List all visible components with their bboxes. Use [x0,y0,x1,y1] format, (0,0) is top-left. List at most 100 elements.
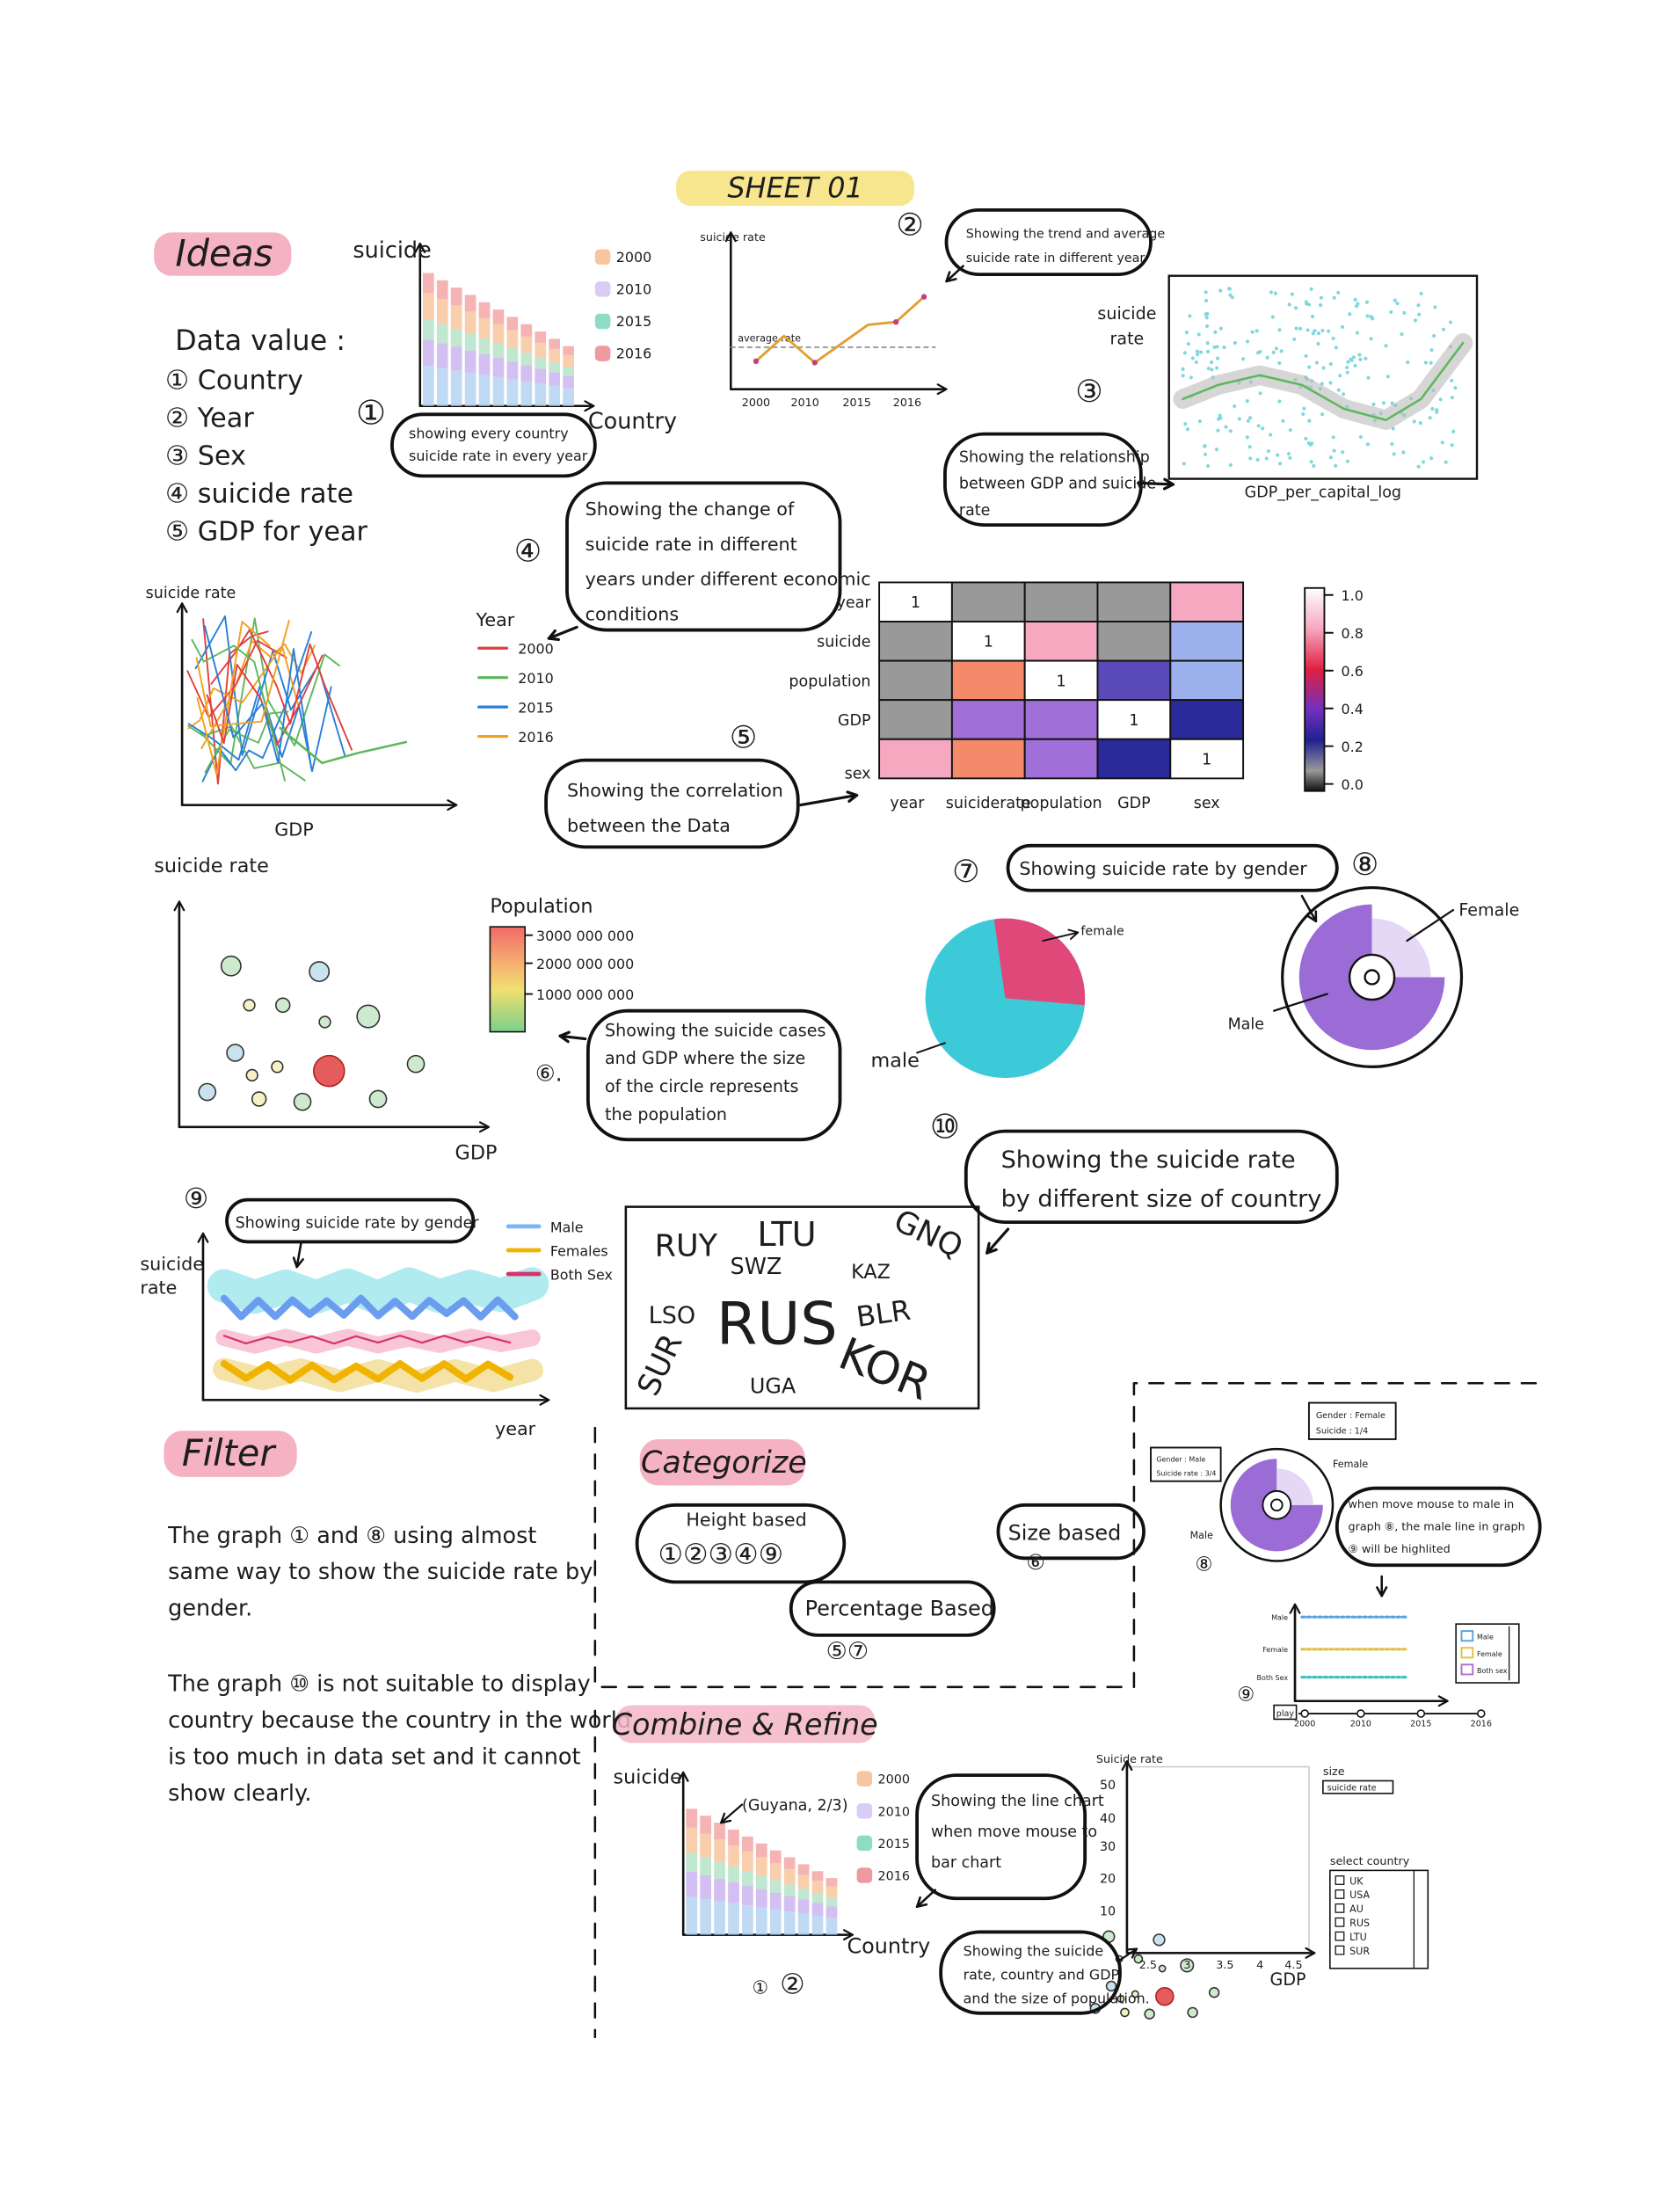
point-sketch [1440,440,1444,445]
bar-sketch [464,333,476,351]
bubble-sketch [1116,1995,1125,2003]
point-sketch [1188,314,1192,318]
bar-sketch [797,1874,810,1889]
point-sketch [1205,341,1210,346]
note-bubble [390,412,597,478]
slider-stop [1300,1709,1309,1718]
legend-label: 2015 [518,700,553,717]
stroke [547,625,578,640]
bar-sketch [783,1868,796,1885]
point-sketch [1393,298,1397,302]
point-sketch [1412,419,1416,424]
checkbox[interactable] [1335,1931,1345,1941]
note-line: rate, country and GDP [964,1967,1120,1983]
note-line: between the Data [567,815,731,836]
point-sketch [1182,462,1186,466]
country-word: LTU [757,1216,816,1255]
point-sketch [1204,290,1208,295]
stroke [916,1042,946,1054]
bar-sketch [478,353,491,375]
point-sketch [1310,441,1314,446]
bar-sketch [755,1889,767,1908]
point-sketch [1418,421,1422,426]
tick-label: 2.5 [1139,1959,1157,1972]
point-sketch [1269,290,1273,295]
stroke [1118,1947,1138,1961]
bar-sketch [686,1809,698,1828]
point-sketch [1351,355,1356,360]
bar-sketch [811,1903,824,1916]
highlight [676,171,914,207]
bar-sketch [755,1843,767,1858]
colorbar-tick: 0.8 [1342,625,1364,642]
play-label: play [1276,1709,1295,1719]
checkbox[interactable] [1335,1945,1345,1955]
note-line: Showing the suicide cases [605,1020,826,1040]
note-line: of the circle represents [605,1076,798,1096]
point-sketch [1186,342,1190,346]
bubble-sketch [271,1060,284,1074]
graph-number: ⑧ [1351,847,1378,883]
point-sketch [1218,288,1223,293]
bar-sketch [549,385,561,406]
legend-swatch [594,281,611,297]
line-label: Male [1271,1613,1288,1621]
point-sketch [1438,397,1443,402]
legend-swatch [594,346,611,361]
colorbar-tick: 0.2 [1342,739,1364,755]
bubble-sketch [318,1015,331,1029]
graph-number: ⑧ [1196,1554,1213,1576]
stroke [1273,993,1328,1012]
stroke [222,1335,512,1345]
heat-cell [1023,738,1099,780]
country-list [1329,1869,1429,1969]
checkbox[interactable] [1335,1889,1345,1899]
bar-sketch [450,370,462,406]
point-sketch [1384,344,1388,348]
tick-label: 30 [1100,1840,1116,1854]
point-sketch [1301,411,1305,416]
stroke [1125,1947,1138,1959]
bar-sketch [450,305,462,330]
bar-sketch [464,372,476,406]
legend-swatch [856,1835,873,1852]
legend-swatch [594,249,611,265]
note-bubble [225,1197,476,1244]
legend-label: Females [550,1242,608,1259]
point-sketch [1319,302,1323,308]
checkbox[interactable] [1335,1917,1345,1927]
stroke [447,799,458,812]
checkbox[interactable] [1335,1875,1345,1885]
graph-number: ③ [1075,374,1102,410]
country-word: UGA [750,1373,796,1398]
tick-label: 50 [1100,1779,1116,1793]
bar-sketch [436,343,448,368]
point-sketch [1261,426,1265,431]
point-sketch [1233,404,1237,409]
point-sketch [1206,367,1211,371]
point-sketch [1345,370,1349,375]
play-button[interactable] [1273,1704,1298,1721]
group-items: ①②③④⑨ [658,1538,783,1571]
stroke [203,625,313,769]
tick-label: 2010 [1350,1719,1371,1729]
point-sketch [1371,317,1375,321]
ring-label: Female [1458,899,1519,920]
point-sketch [1353,363,1357,368]
bar-sketch [563,388,574,406]
bar-sketch [492,376,505,406]
heat-cell [878,621,953,662]
point-sketch [1228,462,1233,467]
bubble-sketch [1208,1986,1220,1998]
checkbox[interactable] [1335,1903,1345,1913]
stroke [1437,1695,1449,1707]
bar-sketch [436,299,448,324]
point-sketch [1276,453,1280,457]
point-sketch [811,360,818,366]
tooltip-line: Gender : Male [1156,1455,1205,1463]
bar-sketch [728,1845,739,1867]
point-sketch [1421,460,1426,464]
dropdown[interactable] [1322,1780,1394,1794]
heat-cell [1169,659,1245,702]
